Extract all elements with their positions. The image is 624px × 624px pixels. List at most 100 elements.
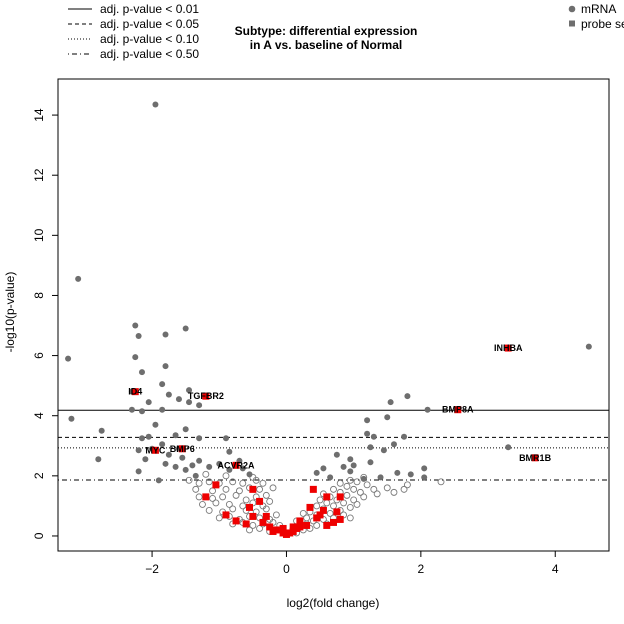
- mrna-point-significant: [179, 454, 186, 461]
- mrna-point-significant: [320, 465, 327, 472]
- mrna-point-open: [215, 514, 223, 522]
- mrna-point-significant: [162, 331, 169, 338]
- mrna-point-open: [316, 496, 324, 504]
- mrna-point-open: [229, 478, 237, 486]
- mrna-point-significant: [421, 465, 428, 472]
- mrna-point-significant: [142, 456, 149, 463]
- probe-set-point: [336, 493, 344, 501]
- probe-set-point: [289, 523, 297, 531]
- mrna-point-open: [346, 503, 354, 511]
- mrna-point-significant: [175, 396, 182, 403]
- mrna-point-significant: [367, 459, 374, 466]
- mrna-point-significant: [407, 471, 414, 478]
- mrna-point-open: [256, 525, 264, 532]
- mrna-point-significant: [138, 408, 145, 415]
- probe-set-point-labeled: [454, 406, 462, 414]
- mrna-point-significant: [327, 474, 334, 481]
- gene-label-bmp6: BMP6: [170, 444, 195, 454]
- mrna-point-open: [212, 499, 220, 507]
- probe-set-point: [212, 481, 220, 489]
- mrna-point-significant: [155, 477, 162, 484]
- mrna-point-open: [269, 484, 277, 492]
- mrna-point-significant: [165, 391, 172, 398]
- legend-mrna-label: mRNA: [581, 2, 616, 16]
- mrna-point-significant: [135, 468, 142, 475]
- probe-set-point: [296, 517, 304, 525]
- mrna-point-significant: [350, 462, 357, 469]
- legend-mrna-marker: [568, 5, 576, 13]
- mrna-point-open: [205, 478, 213, 486]
- mrna-point-significant: [313, 469, 320, 476]
- x-tick-label: 0: [283, 562, 290, 576]
- mrna-point-open: [262, 491, 270, 499]
- mrna-point-significant: [132, 322, 139, 329]
- mrna-point-open: [249, 473, 257, 481]
- probe-set-point: [323, 521, 331, 529]
- mrna-point-significant: [377, 474, 384, 481]
- mrna-point-open: [222, 485, 230, 493]
- probe-set-point: [222, 511, 230, 519]
- mrna-point-significant: [222, 435, 229, 442]
- mrna-point-significant: [159, 381, 166, 388]
- y-tick-label: 10: [32, 228, 46, 242]
- mrna-point-open: [266, 497, 274, 505]
- probe-set-point-labeled: [151, 446, 159, 454]
- mrna-point-open: [400, 485, 408, 493]
- mrna-point-significant: [75, 275, 82, 282]
- probe-set-point: [303, 521, 311, 529]
- mrna-point-open: [205, 506, 213, 514]
- mrna-point-significant: [196, 402, 203, 409]
- gene-label-acvr2a: ACVR2A: [218, 460, 256, 470]
- mrna-point-open: [353, 500, 361, 508]
- mrna-point-open: [403, 481, 411, 489]
- mrna-point-open: [202, 470, 210, 478]
- y-tick-label: 6: [32, 352, 46, 359]
- x-axis-title: log2(fold change): [287, 596, 380, 610]
- mrna-point-significant: [182, 426, 189, 433]
- mrna-point-significant: [394, 469, 401, 476]
- y-tick-label: 2: [32, 472, 46, 479]
- mrna-point-significant: [165, 451, 172, 458]
- probe-set-point: [316, 511, 324, 519]
- gene-label-id4: ID4: [128, 387, 142, 397]
- y-tick-label: 0: [32, 532, 46, 539]
- legend-probe-marker: [569, 20, 575, 27]
- probe-set-point: [319, 506, 327, 514]
- probe-set-point: [323, 493, 331, 501]
- mrna-point-open: [232, 491, 240, 499]
- mrna-point-open: [222, 472, 230, 480]
- gene-label-bmp8a: BMP8A: [442, 405, 474, 415]
- mrna-point-open: [346, 514, 354, 522]
- mrna-point-open: [350, 485, 358, 493]
- x-tick-label: 2: [418, 562, 425, 576]
- mrna-point-open: [390, 488, 398, 496]
- mrna-point-open: [209, 494, 216, 502]
- marker-legend: mRNA probe set: [568, 2, 624, 31]
- mrna-point-open: [437, 478, 445, 486]
- mrna-point-significant: [401, 433, 408, 440]
- mrna-point-open: [209, 487, 216, 495]
- probe-set-point: [309, 485, 317, 493]
- mrna-point-open: [313, 502, 321, 510]
- mrna-point-significant: [370, 433, 377, 440]
- mrna-point-significant: [390, 441, 397, 448]
- mrna-point-open: [323, 499, 331, 507]
- mrna-point-significant: [360, 475, 367, 482]
- probe-set-point-labeled: [178, 445, 186, 453]
- mrna-point-open: [219, 493, 227, 501]
- mrna-point-significant: [206, 463, 213, 470]
- mrna-point-open: [303, 514, 311, 522]
- mrna-point-significant: [186, 399, 193, 406]
- mrna-point-open: [340, 499, 348, 507]
- probe-set-point: [249, 485, 257, 493]
- mrna-point-significant: [226, 466, 233, 473]
- mrna-point-open: [383, 484, 391, 492]
- axes: −2 0 2 4 0 2 4 6 8 10 12 14: [32, 108, 559, 576]
- probe-set-point: [232, 517, 240, 525]
- probe-set-point: [202, 493, 210, 501]
- mrna-point-open: [192, 485, 200, 493]
- mrna-point-significant: [182, 466, 189, 473]
- y-tick-label: 12: [32, 168, 46, 182]
- mrna-point-significant: [424, 406, 431, 413]
